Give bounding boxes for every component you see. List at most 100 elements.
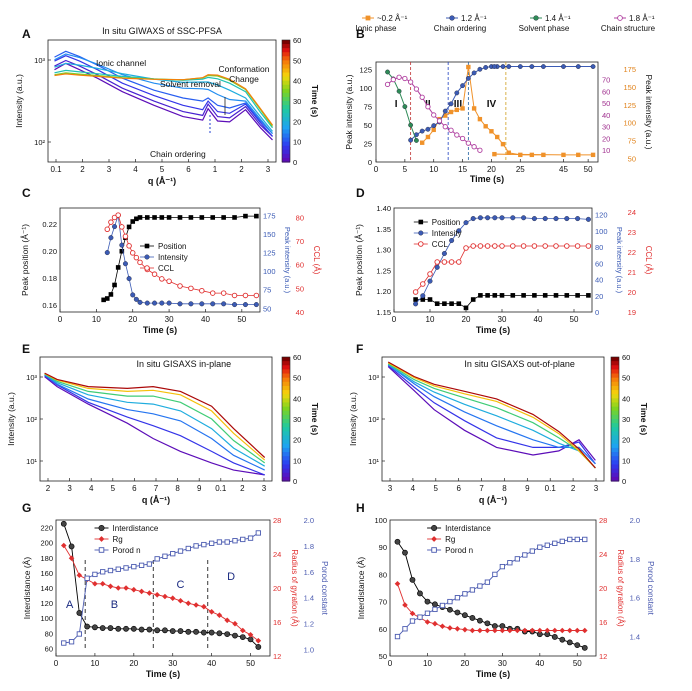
data-point xyxy=(551,634,558,640)
colorbar-tick-label: 50 xyxy=(622,374,630,383)
data-point xyxy=(510,215,516,221)
colorbar-segment xyxy=(282,394,290,399)
y-tick-label-right: 20 xyxy=(599,584,607,593)
x-tick-label: 20 xyxy=(128,315,137,324)
colorbar-label: Time (s) xyxy=(310,85,320,118)
data-point xyxy=(552,540,558,546)
colorbar-segment xyxy=(611,443,619,449)
y-axis-label: Peak position (Å⁻¹) xyxy=(354,224,364,296)
colorbar-segment xyxy=(282,64,290,70)
data-point xyxy=(224,539,230,545)
spectrum-line xyxy=(54,62,273,132)
data-point xyxy=(414,138,419,143)
y-tick-label-right2: 19 xyxy=(628,308,636,317)
region-label: D xyxy=(227,571,235,583)
colorbar-label: Time (s) xyxy=(310,403,320,436)
x-tick-label: 5 xyxy=(403,165,408,174)
data-point xyxy=(390,76,396,83)
x-tick-label: 0 xyxy=(388,659,393,668)
x-axis-label: q (Å⁻¹) xyxy=(148,176,176,186)
data-point xyxy=(420,297,426,302)
data-point xyxy=(154,556,160,562)
colorbar-segment xyxy=(282,44,290,49)
data-point xyxy=(119,242,125,248)
y-axis-label-right: Radius of gyration (Å) xyxy=(290,549,299,627)
y-tick-label: 1.40 xyxy=(376,204,391,213)
data-point xyxy=(193,543,199,549)
colorbar-segment xyxy=(611,410,619,416)
x-tick-label: 40 xyxy=(534,315,543,324)
y-tick-label: 10² xyxy=(368,415,379,424)
colorbar-segment xyxy=(282,40,290,45)
data-point xyxy=(425,126,431,132)
y-tick-label-right: 20 xyxy=(273,584,281,593)
y-tick-label-right: 60 xyxy=(602,87,610,96)
y-axis-label-right2: CCL (Å) xyxy=(644,246,653,275)
colorbar-tick-label: 10 xyxy=(622,456,630,465)
x-tick-label: 7 xyxy=(479,484,484,493)
data-point xyxy=(159,300,165,306)
data-point xyxy=(427,297,433,302)
data-point xyxy=(154,627,161,634)
data-point xyxy=(529,152,535,158)
data-point xyxy=(119,248,125,254)
y-tick-label-right2: 1.6 xyxy=(630,594,640,603)
colorbar-segment xyxy=(611,447,619,453)
data-point xyxy=(456,301,462,306)
data-point xyxy=(492,627,498,634)
data-point xyxy=(564,216,570,222)
x-axis-label: q (Å⁻¹) xyxy=(142,495,170,505)
legend-label: 1.8 Å⁻¹ xyxy=(629,14,655,23)
data-point xyxy=(84,575,90,581)
data-point xyxy=(408,122,414,128)
x-tick-label: 6 xyxy=(132,484,137,493)
y-tick-label-right2: 150 xyxy=(623,83,636,92)
colorbar-segment xyxy=(611,472,619,478)
legend-marker xyxy=(617,15,623,21)
y-tick-label: 1.15 xyxy=(376,308,391,317)
data-point xyxy=(471,144,477,150)
colorbar-segment xyxy=(282,101,290,106)
colorbar-segment xyxy=(282,439,290,445)
data-point xyxy=(559,538,565,545)
legend-marker xyxy=(98,536,105,542)
y-tick-label: 80 xyxy=(379,570,387,579)
colorbar-segment xyxy=(611,476,619,482)
data-point xyxy=(76,631,82,637)
data-point xyxy=(247,636,254,643)
data-point xyxy=(477,243,484,249)
y-tick-label-right: 20 xyxy=(595,292,603,301)
data-point xyxy=(107,625,114,631)
colorbar-segment xyxy=(282,385,290,391)
x-tick-label: 30 xyxy=(168,659,177,668)
data-point xyxy=(193,602,199,608)
spectrum-line xyxy=(387,363,596,469)
data-point xyxy=(499,293,505,298)
data-point xyxy=(575,216,581,222)
x-axis-label: Time (s) xyxy=(476,669,510,679)
x-tick-label: 20 xyxy=(129,659,138,668)
colorbar-segment xyxy=(282,456,290,461)
y-tick-label-right2: 175 xyxy=(623,65,636,74)
legend-label: 1.4 Å⁻¹ xyxy=(545,14,571,23)
data-point xyxy=(104,250,110,256)
y-tick-label-right: 100 xyxy=(595,227,608,236)
data-point xyxy=(477,116,483,122)
data-point xyxy=(240,536,246,543)
chart-title: In situ GISAXS out-of-plane xyxy=(464,359,575,369)
colorbar-tick-label: 0 xyxy=(293,158,297,167)
data-point xyxy=(427,271,433,277)
data-point xyxy=(188,215,194,220)
data-point xyxy=(210,215,216,220)
data-point xyxy=(201,603,207,610)
data-point xyxy=(385,69,390,75)
x-tick-label: 5 xyxy=(434,484,439,493)
data-point xyxy=(420,293,426,299)
data-point xyxy=(477,583,483,589)
spectrum-line xyxy=(44,373,266,461)
data-point xyxy=(402,626,408,632)
data-point xyxy=(232,215,237,220)
y-axis-label-right: Peak intensity (a.u.) xyxy=(615,227,624,294)
data-point xyxy=(146,561,153,567)
data-point xyxy=(177,215,183,220)
